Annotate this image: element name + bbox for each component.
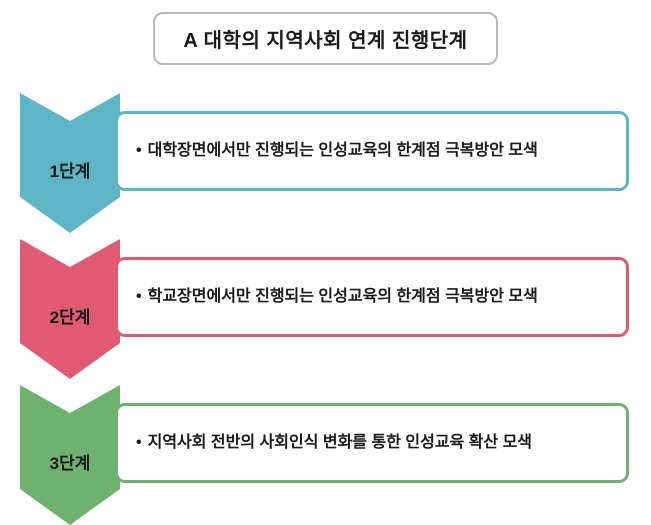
stage-content-box: 대학장면에서만 진행되는 인성교육의 한계점 극복방안 모색: [115, 111, 629, 191]
stage-label: 2단계: [20, 303, 120, 328]
stage-text: 지역사회 전반의 사회인식 변화를 통한 인성교육 확산 모색: [136, 432, 532, 454]
stage-text: 대학장면에서만 진행되는 인성교육의 한계점 극복방안 모색: [136, 140, 538, 162]
stages-container: 1단계 대학장면에서만 진행되는 인성교육의 한계점 극복방안 모색 2단계 학교장…: [20, 93, 631, 525]
diagram-title: A 대학의 지역사회 연계 진행단계: [153, 12, 497, 65]
stage-row: 2단계 학교장면에서만 진행되는 인성교육의 한계점 극복방안 모색: [20, 239, 631, 379]
stage-text: 학교장면에서만 진행되는 인성교육의 한계점 극복방안 모색: [136, 286, 538, 308]
stage-label: 1단계: [20, 157, 120, 182]
stage-row: 1단계 대학장면에서만 진행되는 인성교육의 한계점 극복방안 모색: [20, 93, 631, 233]
stage-label: 3단계: [20, 449, 120, 474]
stage-content-box: 지역사회 전반의 사회인식 변화를 통한 인성교육 확산 모색: [115, 403, 629, 483]
stage-content-box: 학교장면에서만 진행되는 인성교육의 한계점 극복방안 모색: [115, 257, 629, 337]
stage-row: 3단계 지역사회 전반의 사회인식 변화를 통한 인성교육 확산 모색: [20, 385, 631, 525]
